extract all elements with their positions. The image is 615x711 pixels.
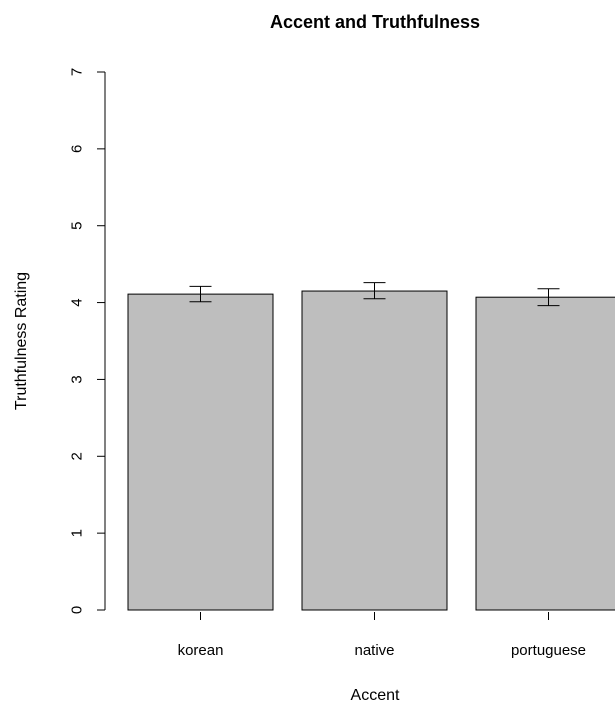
- bar-native: [301, 290, 448, 611]
- y-tick-label: 7: [69, 68, 86, 76]
- y-tick-label: 5: [69, 222, 86, 230]
- y-tick-label: 6: [69, 145, 86, 153]
- y-tick-label: 4: [69, 298, 86, 306]
- y-tick-label: 1: [69, 529, 86, 537]
- error-bar-native: [363, 282, 386, 300]
- chart-title: Accent and Truthfulness: [270, 12, 480, 32]
- x-axis: korean native portuguese: [178, 612, 586, 659]
- y-axis-label: Truthfulness Rating: [13, 272, 30, 410]
- bars: [127, 290, 615, 611]
- bar-korean: [127, 293, 274, 611]
- x-tick-label-portuguese: portuguese: [511, 642, 586, 659]
- x-tick-label-native: native: [354, 642, 394, 659]
- error-bars: [189, 282, 560, 307]
- error-bar-portuguese: [537, 288, 560, 307]
- y-tick-label: 3: [69, 375, 86, 383]
- bar-portuguese: [475, 296, 615, 611]
- error-bar-korean: [189, 285, 212, 303]
- x-tick-label-korean: korean: [178, 642, 224, 659]
- x-axis-label: Accent: [351, 687, 400, 704]
- y-tick-label: 0: [69, 606, 86, 614]
- y-axis: 0 1 2 3 4 5 6 7: [69, 68, 106, 614]
- y-tick-label: 2: [69, 452, 86, 460]
